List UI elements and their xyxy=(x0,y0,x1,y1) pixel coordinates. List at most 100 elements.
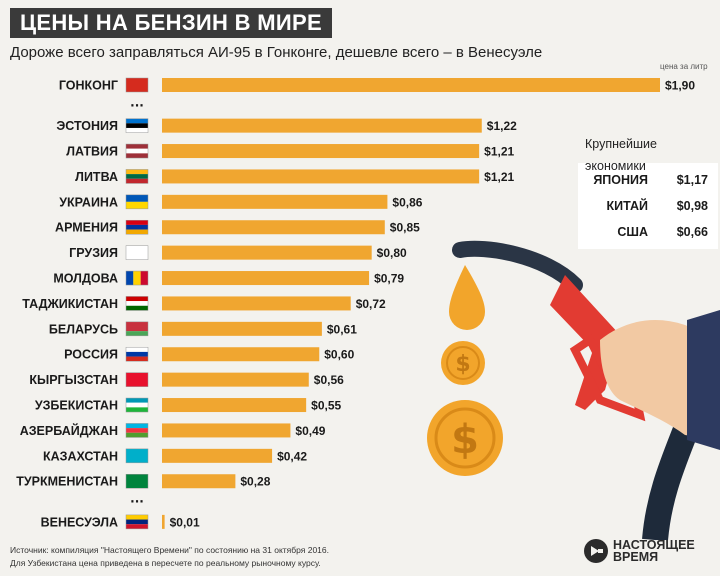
bar xyxy=(162,347,320,362)
value-label: $0,28 xyxy=(240,475,270,489)
value-label: $0,60 xyxy=(324,348,354,362)
unit-label: цена за литр xyxy=(660,62,708,71)
bar xyxy=(162,78,660,92)
bar xyxy=(162,118,482,133)
country-label: ЛИТВА xyxy=(75,170,118,184)
bar xyxy=(162,144,480,159)
kyrgyzstan-flag-icon xyxy=(125,372,149,387)
estonia-flag-icon xyxy=(125,118,149,133)
logo-mark-icon xyxy=(584,539,608,563)
bar xyxy=(162,296,351,311)
bar xyxy=(162,220,385,235)
bar xyxy=(162,271,370,286)
source-line: Источник: компиляция "Настоящего Времени… xyxy=(10,545,329,555)
country-label: ТАДЖИКИСТАН xyxy=(22,297,118,311)
lithuania-flag-icon xyxy=(125,169,149,184)
armenia-flag-icon xyxy=(125,219,149,235)
logo-line: НАСТОЯЩЕЕ xyxy=(613,538,695,552)
gap-marker: ... xyxy=(130,95,144,109)
value-label: $1,22 xyxy=(487,119,517,133)
tajikistan-flag-icon xyxy=(125,296,149,311)
country-label: ЛАТВИЯ xyxy=(66,145,118,159)
value-label: $0,56 xyxy=(314,373,344,387)
latvia-flag-icon xyxy=(125,143,149,159)
economies-title: Крупнейшие экономики xyxy=(585,137,657,173)
source-note: Источник: компиляция "Настоящего Времени… xyxy=(10,544,329,570)
logo-text: НАСТОЯЩЕЕ ВРЕМЯ xyxy=(613,538,695,564)
bar xyxy=(162,194,388,209)
source-line: Для Узбекистана цена приведена в пересче… xyxy=(10,558,321,568)
kazakhstan-flag-icon xyxy=(125,448,149,464)
largest-economies-panel: Крупнейшие экономики ЯПОНИЯ $1,17 КИТАЙ … xyxy=(578,133,718,249)
country-label: РОССИЯ xyxy=(64,348,118,362)
value-label: $0,55 xyxy=(311,399,341,413)
hong-kong-flag-icon xyxy=(125,77,149,93)
bar xyxy=(162,321,322,336)
value-label: $0,79 xyxy=(374,272,404,286)
bar xyxy=(162,169,480,184)
russia-flag-icon xyxy=(125,346,149,362)
value-label: $1,21 xyxy=(484,145,514,159)
azerbaijan-flag-icon xyxy=(125,423,149,438)
moldova-flag-icon xyxy=(125,270,149,286)
large-coin-icon: $ xyxy=(427,400,503,476)
country-label: БЕЛАРУСЬ xyxy=(49,322,118,336)
value-label: $0,61 xyxy=(327,322,357,336)
economy-row: США $0,66 xyxy=(578,219,718,245)
bar xyxy=(162,245,372,260)
country-label: ВЕНЕСУЭЛА xyxy=(41,515,118,529)
logo-line: ВРЕМЯ xyxy=(613,550,659,564)
price-bar-chart: ГОНКОНГ $1,90... ЭСТОНИЯ $1,22 ЛАТВИЯ $1,21 ЛИ… xyxy=(16,77,695,530)
turkmenistan-flag-icon xyxy=(125,473,149,489)
country-label: АРМЕНИЯ xyxy=(55,221,118,235)
belarus-flag-icon xyxy=(125,321,149,337)
nozzle-body xyxy=(550,275,620,410)
country-label: КАЗАХСТАН xyxy=(43,449,118,463)
bar xyxy=(162,474,236,489)
economy-country: КИТАЙ xyxy=(606,199,648,213)
sleeve xyxy=(687,310,720,450)
economy-row: КИТАЙ $0,98 xyxy=(578,193,718,219)
bar xyxy=(162,372,309,387)
svg-text:$: $ xyxy=(451,417,479,463)
page-subtitle: Дороже всего заправляться АИ-95 в Гонкон… xyxy=(10,44,543,61)
country-label: АЗЕРБАЙДЖАН xyxy=(20,423,118,438)
value-label: $0,85 xyxy=(390,221,420,235)
value-label: $0,80 xyxy=(377,246,407,260)
economy-country: ЯПОНИЯ xyxy=(593,173,648,187)
country-label: УЗБЕКИСТАН xyxy=(35,399,118,413)
country-label: ГОНКОНГ xyxy=(59,79,118,93)
value-label: $1,21 xyxy=(484,170,514,184)
fuel-drop-icon xyxy=(449,265,485,330)
economy-country: США xyxy=(617,225,648,239)
fuel-pump-illustration: $ $ xyxy=(427,240,720,540)
svg-text:$: $ xyxy=(455,352,470,377)
small-coin-icon: $ xyxy=(441,341,485,385)
country-label: МОЛДОВА xyxy=(53,272,118,286)
bar xyxy=(162,514,165,529)
value-label: $0,86 xyxy=(392,195,422,209)
gap-marker: ... xyxy=(130,492,144,506)
country-label: ЭСТОНИЯ xyxy=(56,119,118,133)
bar xyxy=(162,423,291,438)
economy-value: $1,17 xyxy=(676,173,708,187)
value-label: $0,49 xyxy=(295,424,325,438)
page-title: ЦЕНЫ НА БЕНЗИН В МИРЕ xyxy=(10,8,332,38)
uzbekistan-flag-icon xyxy=(125,397,149,413)
country-label: ГРУЗИЯ xyxy=(69,246,118,260)
bar xyxy=(162,448,273,463)
value-label: $0,72 xyxy=(356,297,386,311)
country-label: УКРАИНА xyxy=(59,195,118,209)
brand-logo: НАСТОЯЩЕЕ ВРЕМЯ xyxy=(583,535,713,567)
ukraine-flag-icon xyxy=(125,194,149,210)
value-label: $1,90 xyxy=(665,79,695,93)
economies-table: ЯПОНИЯ $1,17 КИТАЙ $0,98 США $0,66 xyxy=(578,163,718,249)
country-label: ТУРКМЕНИСТАН xyxy=(16,475,118,489)
economy-row: ЯПОНИЯ $1,17 xyxy=(578,167,718,193)
nozzle-tube xyxy=(452,240,583,293)
economy-value: $0,98 xyxy=(676,199,708,213)
economy-value: $0,66 xyxy=(676,225,708,239)
venezuela-flag-icon xyxy=(125,514,149,530)
georgia-flag-icon xyxy=(125,245,149,260)
bar xyxy=(162,398,307,413)
